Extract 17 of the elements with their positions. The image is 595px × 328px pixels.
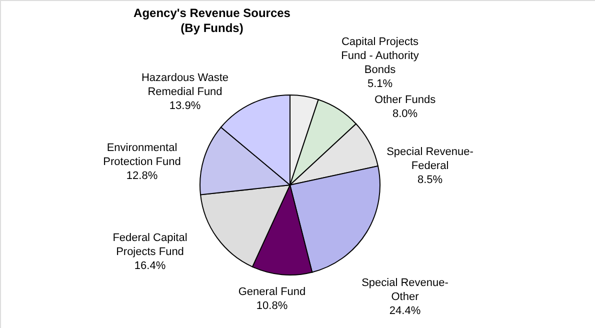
data-label: 8.5% (417, 174, 443, 186)
slice-label: Special Revenue-Federal (386, 146, 474, 172)
data-label: 24.4% (389, 305, 421, 317)
slice-label: Special Revenue-Other (362, 277, 449, 303)
data-label: 5.1% (367, 78, 393, 90)
data-label: 8.0% (392, 108, 418, 120)
slice-label: Environmental Protection Fund (103, 142, 181, 168)
slice-label: Federal Capital Projects Fund (112, 232, 188, 258)
data-label: 13.9% (169, 100, 201, 112)
data-label: 10.8% (256, 300, 288, 312)
slice-label: Other Funds (374, 94, 436, 106)
chart-title: Agency's Revenue Sources (By Funds) (134, 6, 291, 35)
slice-label: General Fund (238, 286, 306, 298)
data-label: 12.8% (126, 170, 158, 182)
slice-label: Capital Projects Fund - Authority Bonds (341, 36, 420, 76)
slice-label: Hazardous Waste Remedial Fund (141, 72, 229, 98)
data-label: 16.4% (134, 260, 166, 272)
